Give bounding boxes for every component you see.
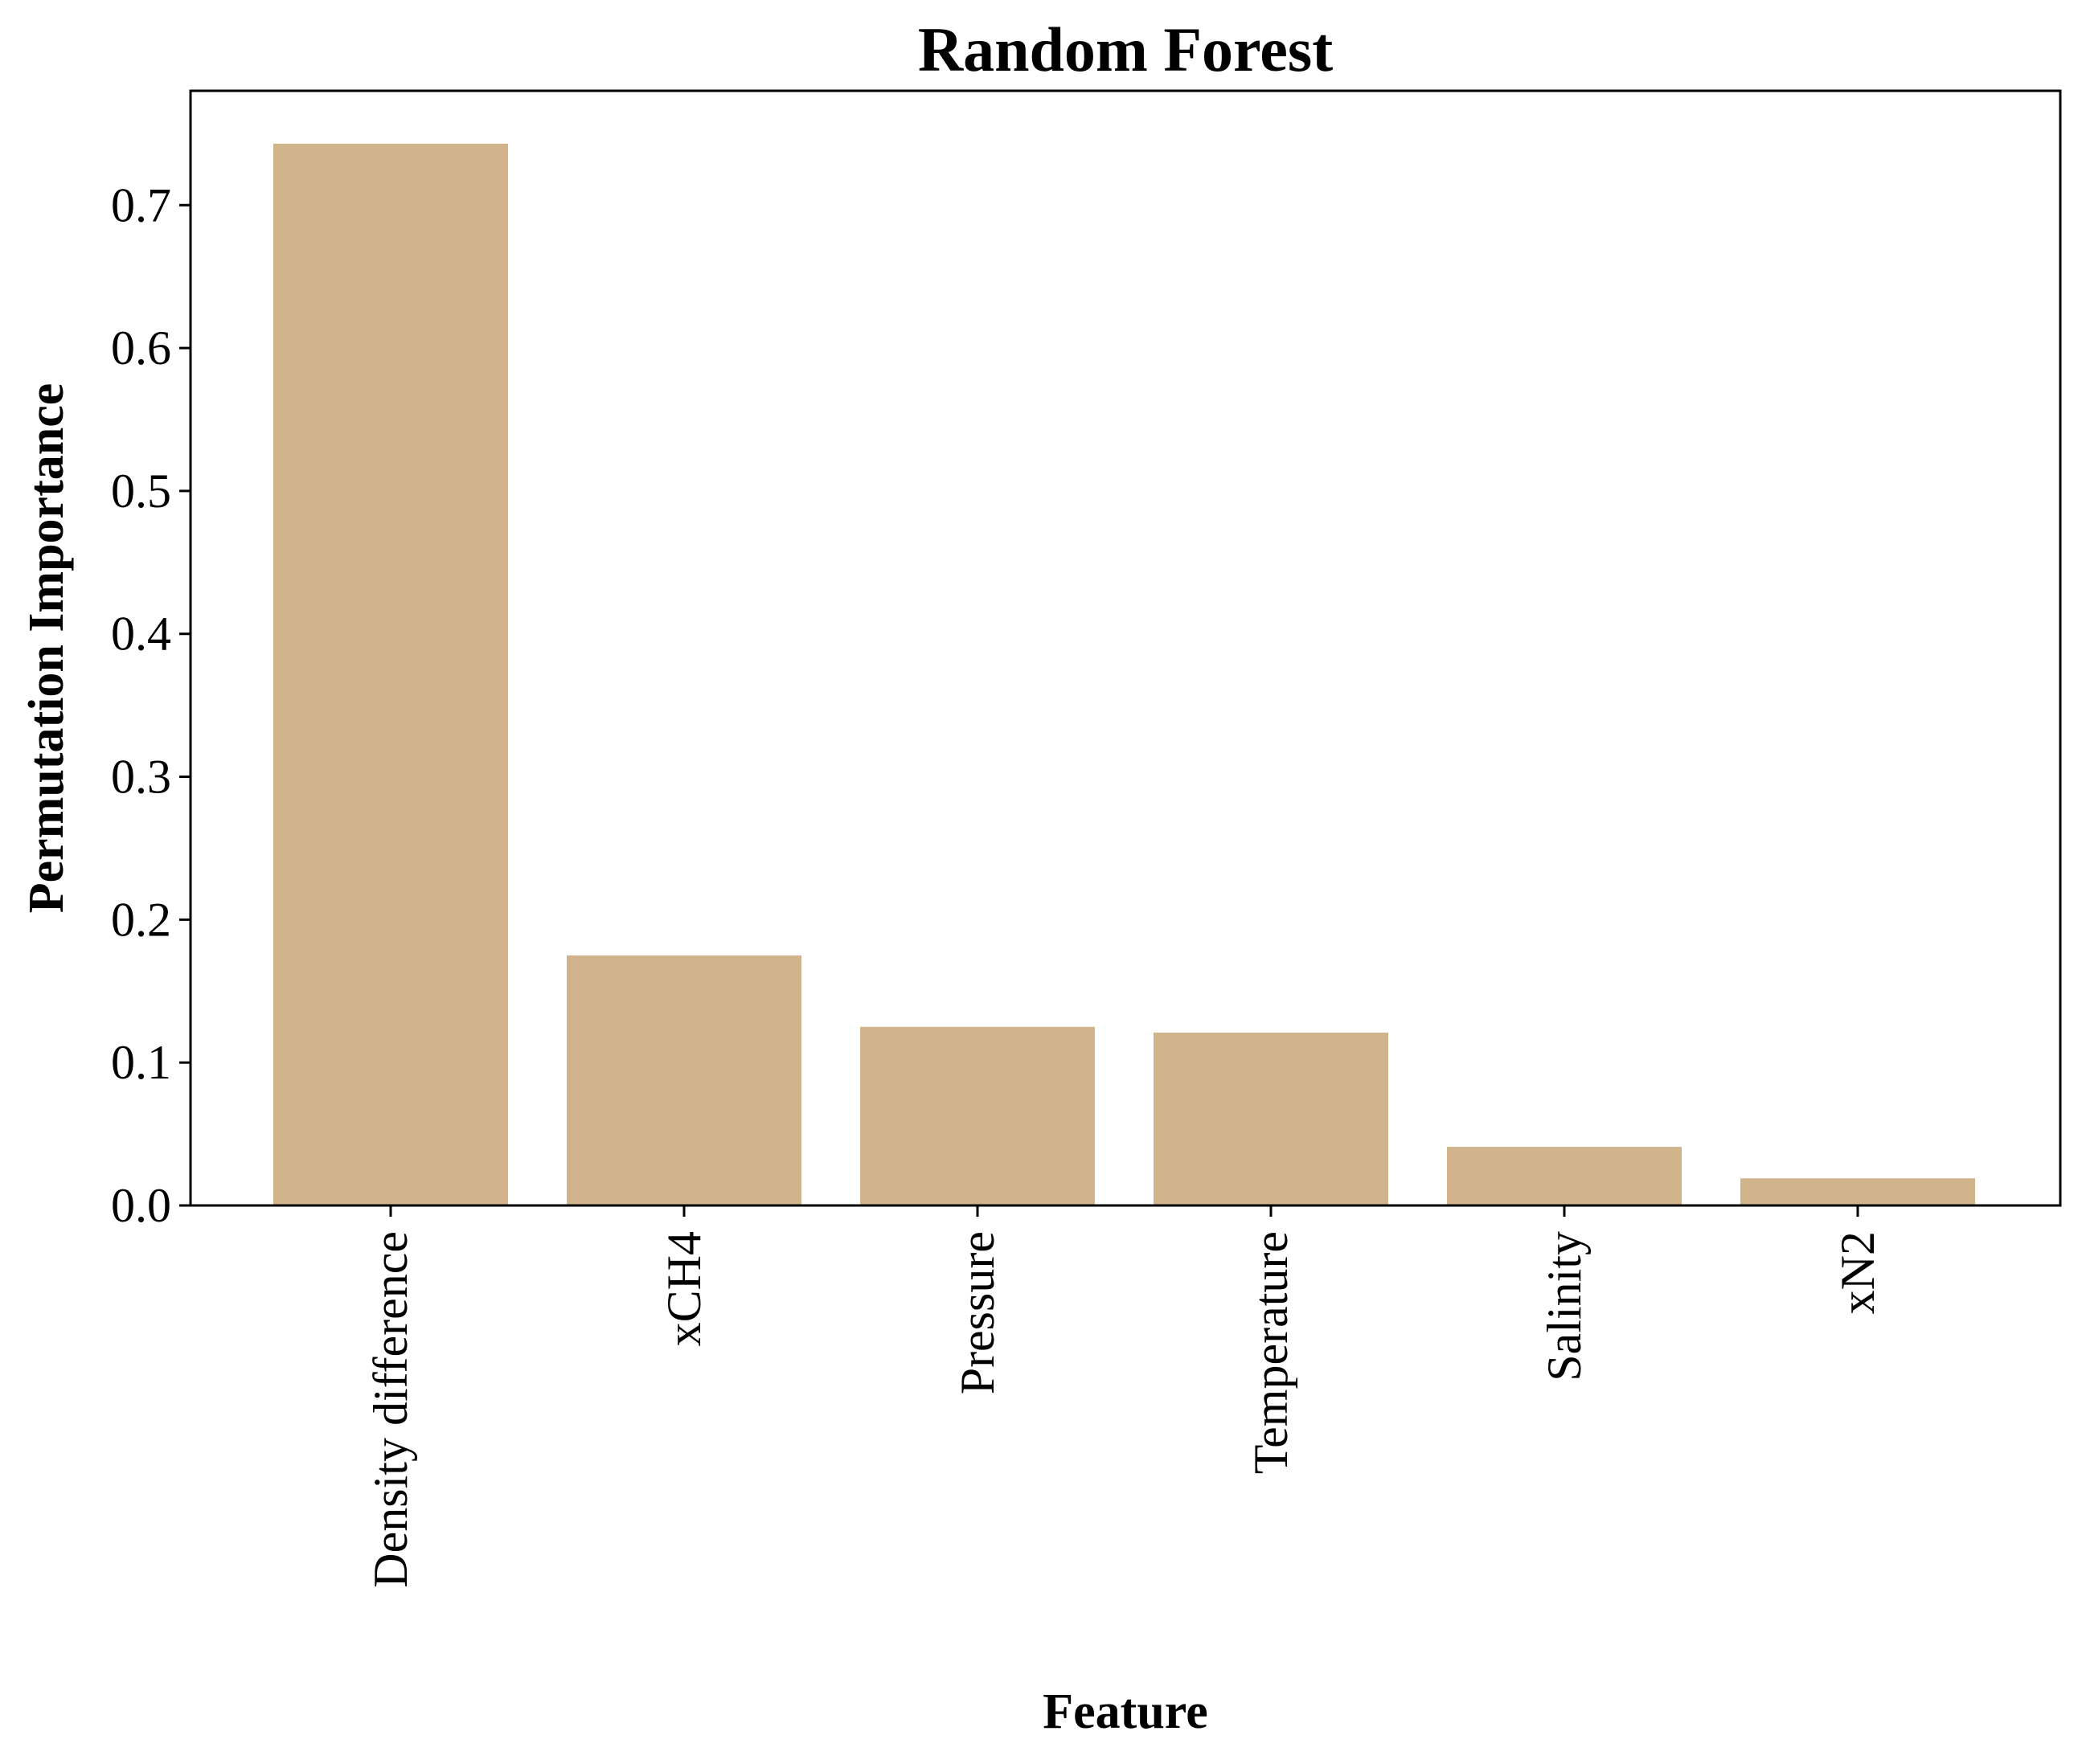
x-tick-label: xN2 (1831, 1231, 1884, 1314)
x-axis: Density difference xCH4 Pressure Temperatur… (364, 1205, 1884, 1588)
bar-temperature (1154, 1032, 1388, 1205)
bar-pressure (860, 1026, 1095, 1205)
y-tick-label: 0.6 (111, 321, 171, 374)
plot-frame (189, 89, 2062, 1207)
x-tick-label: Pressure (951, 1231, 1004, 1394)
x-tick-label: Salinity (1538, 1231, 1591, 1381)
bar-xn2 (1740, 1178, 1975, 1205)
y-axis: 0.0 0.1 0.2 0.3 0.4 0.5 0.6 0.7 (111, 178, 191, 1232)
y-tick-label: 0.0 (111, 1179, 171, 1232)
y-tick-label: 0.4 (111, 608, 171, 661)
x-tick-label: xCH4 (658, 1231, 711, 1346)
bar-xch4 (567, 955, 801, 1205)
x-tick-label: Density difference (364, 1231, 417, 1588)
x-axis-label: Feature (1043, 1684, 1207, 1739)
y-tick-label: 0.2 (111, 893, 171, 946)
bar-density-difference (273, 143, 508, 1206)
chart-title: Random Forest (918, 14, 1333, 84)
bar-salinity (1447, 1147, 1682, 1205)
y-tick-label: 0.5 (111, 465, 171, 518)
y-tick-label: 0.7 (111, 178, 171, 231)
x-tick-label: Temperature (1244, 1231, 1297, 1474)
bars (273, 143, 1975, 1206)
y-tick-label: 0.1 (111, 1036, 171, 1089)
y-axis-label: Permutation Importance (19, 383, 74, 913)
y-tick-label: 0.3 (111, 751, 171, 804)
